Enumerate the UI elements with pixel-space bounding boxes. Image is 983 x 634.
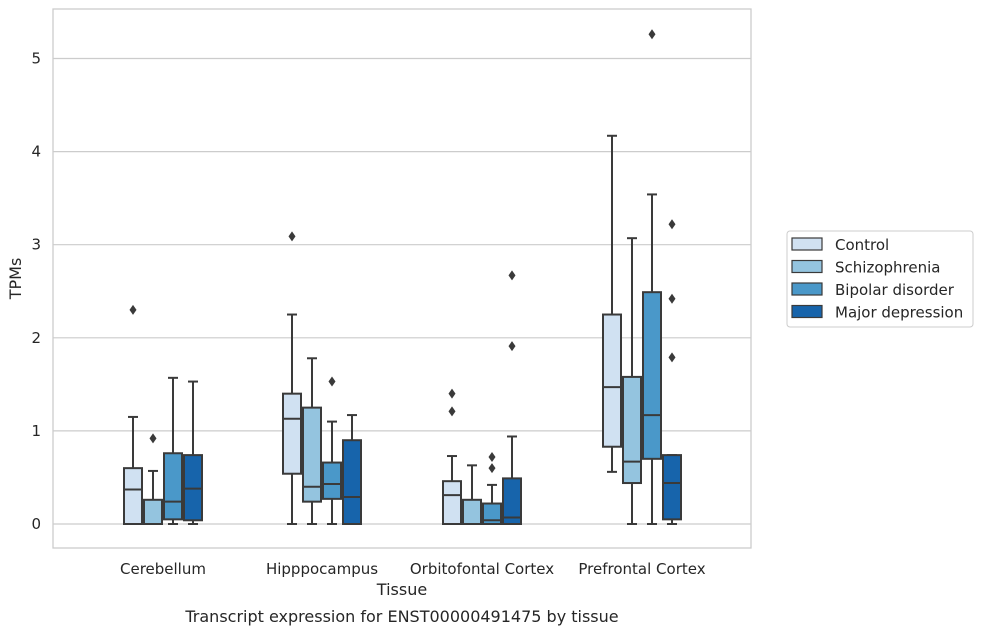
y-tick-label: 3 xyxy=(31,236,41,254)
x-axis-label: Tissue xyxy=(376,580,427,599)
legend-swatch xyxy=(791,282,823,296)
box xyxy=(462,498,482,526)
box xyxy=(342,439,362,525)
x-tick-label: Orbitofontal Cortex xyxy=(410,560,554,578)
x-tick-label: Cerebellum xyxy=(120,560,206,578)
outlier-point xyxy=(668,293,676,304)
outlier-point xyxy=(149,433,157,444)
y-tick-label: 5 xyxy=(31,50,41,68)
box xyxy=(502,477,522,526)
legend-label: Major depression xyxy=(835,304,963,322)
box-group-cerebellum xyxy=(123,304,203,526)
box xyxy=(482,502,502,526)
outlier-point xyxy=(668,352,676,363)
box-group-orbitofontal-cortex xyxy=(442,270,522,526)
box xyxy=(143,498,163,526)
y-axis-label: TPMs xyxy=(6,258,25,301)
legend-label: Control xyxy=(835,236,889,254)
box xyxy=(642,291,662,460)
outlier-point xyxy=(448,406,456,417)
legend-swatch xyxy=(791,304,823,319)
box xyxy=(322,461,342,500)
outlier-point xyxy=(129,304,137,315)
outlier-point xyxy=(448,388,456,399)
y-tick-label: 4 xyxy=(31,143,41,161)
box xyxy=(602,313,622,448)
outlier-point xyxy=(488,451,496,462)
box-group-hipppocampus xyxy=(282,231,362,525)
outlier-point xyxy=(508,341,516,352)
outlier-point xyxy=(488,463,496,474)
x-tick-label: Hipppocampus xyxy=(266,560,378,578)
outlier-point xyxy=(668,219,676,230)
y-tick-label: 0 xyxy=(31,515,41,533)
y-tick-label: 1 xyxy=(31,422,41,440)
legend-label: Bipolar disorder xyxy=(835,281,955,299)
box xyxy=(302,406,322,503)
legend-frame xyxy=(786,230,974,328)
y-tick-labels: 0 1 2 3 4 5 xyxy=(31,50,41,534)
legend-swatch xyxy=(791,259,823,274)
chart-caption: Transcript expression for ENST0000049147… xyxy=(184,607,618,626)
box xyxy=(163,452,183,521)
x-tick-labels: Cerebellum Hipppocampus Orbitofontal Corte… xyxy=(120,560,706,578)
box xyxy=(662,454,682,521)
box xyxy=(622,375,642,485)
outlier-point xyxy=(508,270,516,281)
legend-swatch xyxy=(791,237,823,251)
legend-label: Schizophrenia xyxy=(835,259,940,277)
outlier-point xyxy=(648,29,656,40)
box-groups xyxy=(123,29,682,526)
box-group-prefrontal-cortex xyxy=(602,29,682,525)
box xyxy=(282,392,302,475)
outlier-point xyxy=(288,231,296,242)
x-tick-label: Prefrontal Cortex xyxy=(578,560,705,578)
box xyxy=(123,467,143,526)
legend: Control Schizophrenia Bipolar disorder Majo… xyxy=(786,230,974,328)
outlier-point xyxy=(328,376,336,387)
box xyxy=(442,480,462,526)
plot-frame xyxy=(52,8,752,549)
y-tick-label: 2 xyxy=(31,329,41,347)
